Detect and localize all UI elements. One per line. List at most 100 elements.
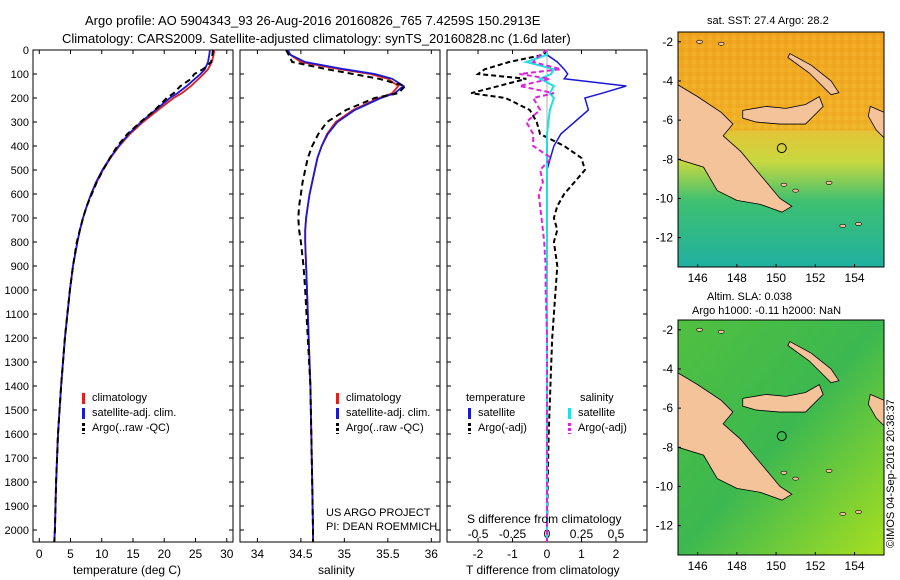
- s-tick-label: -0.5: [468, 527, 489, 541]
- legend-item-argo: Argo(..raw -QC): [334, 421, 430, 436]
- x-tick-label: 25: [189, 547, 203, 561]
- x-tick-label: 10: [95, 547, 109, 561]
- series-line-temperature-argo-adj-: [470, 49, 587, 542]
- sla-map: 146 148 150 152 154 -2 -4 -6 -8 -10 -12: [656, 319, 885, 573]
- land-island: [717, 41, 725, 46]
- legend-swatch: [568, 408, 571, 419]
- x-tick-label: 5: [67, 547, 74, 561]
- sla-map-title-1: Altim. SLA: 0.038: [707, 291, 792, 303]
- y-tick-label: 300: [11, 117, 29, 129]
- land-island: [825, 468, 833, 473]
- legend-item-t-satellite: satellite: [466, 406, 527, 421]
- land-island: [839, 223, 847, 228]
- series-line-satellite-adj-clim-: [287, 49, 406, 542]
- map-lat-label: -10: [656, 479, 674, 493]
- x-tick-label: -2: [473, 547, 484, 561]
- legend-label: Argo(..raw -QC): [346, 422, 424, 434]
- legend-item-climatology: climatology: [334, 391, 430, 406]
- y-tick-label: 1300: [5, 357, 29, 369]
- temperature-panel-frame: [32, 49, 234, 543]
- y-tick-label: 700: [11, 213, 29, 225]
- y-tick-label: 1600: [5, 429, 29, 441]
- float-position-marker: [776, 431, 787, 442]
- land-new-britain: [742, 96, 824, 125]
- map-lon-label: 152: [805, 559, 825, 573]
- y-tick-label: 100: [11, 69, 29, 81]
- land-new-guinea: [677, 84, 793, 213]
- map-lat-label: -12: [656, 519, 674, 533]
- legend-label: satellite: [478, 407, 516, 419]
- y-tick-label: 1400: [5, 381, 29, 393]
- x-tick-label: 0: [36, 547, 43, 561]
- series-line-salinity-satellite: [522, 50, 556, 542]
- temperature-xlabel: temperature (deg C): [73, 563, 182, 577]
- legend-item-satellite: satellite-adj. clim.: [80, 406, 176, 421]
- y-tick-label: 500: [11, 165, 29, 177]
- map-lat-label: -2: [662, 35, 673, 49]
- x-tick-label: 30: [220, 547, 234, 561]
- series-line-climatology: [53, 49, 216, 543]
- series-line-argo-raw-qc-: [285, 49, 408, 542]
- pi-name: PI: DEAN ROEMMICH: [326, 521, 438, 533]
- land-island: [780, 470, 788, 475]
- y-tick-label: 1200: [5, 333, 29, 345]
- map-lat-label: -8: [662, 440, 673, 454]
- map-frame: [677, 319, 885, 556]
- y-tick-label: 600: [11, 189, 29, 201]
- map-lon-label: 146: [688, 559, 708, 573]
- legend-header: temperature: [466, 392, 526, 404]
- land-island: [792, 476, 800, 481]
- s-tick-label: -0.25: [499, 527, 527, 541]
- map-lon-label: 148: [727, 271, 747, 285]
- legend-label: climatology: [346, 392, 402, 404]
- x-tick-label: -1: [507, 547, 518, 561]
- map-lat-label: -8: [662, 152, 673, 166]
- x-tick-label: 35: [338, 547, 352, 561]
- y-tick-label: 1100: [5, 309, 29, 321]
- land-island: [855, 222, 862, 226]
- legend-item-climatology: climatology: [80, 391, 176, 406]
- legend-label: satellite-adj. clim.: [92, 407, 177, 419]
- x-tick-label: 1: [578, 547, 585, 561]
- legend-swatch: [82, 423, 85, 434]
- map-lat-label: -12: [656, 231, 674, 245]
- legend-swatch: [568, 423, 571, 434]
- series-line-satellite-adj-clim-: [53, 49, 211, 543]
- land-island: [696, 39, 703, 44]
- figure-title-line1: Argo profile: AO 5904343_93 26-Aug-2016 …: [85, 13, 541, 28]
- x-tick-label: 0: [544, 547, 551, 561]
- salinity-panel-frame: [239, 49, 441, 543]
- project-credit: US ARGO PROJECT PI: DEAN ROEMMICH: [326, 506, 437, 534]
- land-island: [780, 182, 788, 187]
- y-tick-label: 900: [11, 261, 29, 273]
- y-tick-label: 1700: [5, 453, 29, 465]
- y-tick-label: 1000: [5, 285, 29, 297]
- legend-swatch: [336, 408, 339, 419]
- y-tick-label: 2000: [5, 525, 29, 537]
- legend-swatch: [82, 408, 85, 419]
- y-tick-label: 1800: [5, 477, 29, 489]
- salinity-xlabel: salinity: [318, 563, 355, 577]
- map-lat-label: -6: [662, 113, 673, 127]
- y-tick-label: 400: [11, 141, 29, 153]
- sla-map-title-2: Argo h1000: -0.11 h2000: NaN: [692, 305, 842, 317]
- land-new-britain: [742, 384, 824, 413]
- legend-header: salinity: [580, 392, 614, 404]
- land-new-ireland: [787, 52, 840, 96]
- legend-label: Argo(-adj): [578, 422, 627, 434]
- land-bougainville: [867, 105, 885, 139]
- temperature-legend: climatology satellite-adj. clim. Argo(..…: [80, 391, 176, 436]
- legend-label: Argo(-adj): [478, 422, 527, 434]
- legend-label: Argo(..raw -QC): [92, 422, 170, 434]
- map-lon-label: 154: [845, 559, 865, 573]
- legend-label: climatology: [92, 392, 148, 404]
- y-tick-label: 800: [11, 237, 29, 249]
- map-frame: [677, 31, 885, 268]
- temperature-plot: 0100200300400500600700800900100011001200…: [5, 45, 234, 561]
- difference-xlabel-top: S difference from climatology: [467, 512, 622, 526]
- legend-label: satellite: [578, 407, 616, 419]
- figure-title-line2: Climatology: CARS2009. Satellite-adjuste…: [62, 31, 571, 46]
- series-line-salinity-argo-adj-: [519, 49, 562, 542]
